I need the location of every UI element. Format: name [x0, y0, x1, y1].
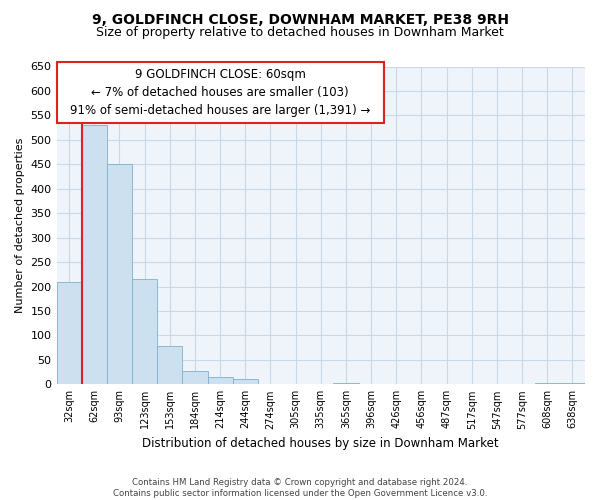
X-axis label: Distribution of detached houses by size in Downham Market: Distribution of detached houses by size …: [142, 437, 499, 450]
Text: 9 GOLDFINCH CLOSE: 60sqm
← 7% of detached houses are smaller (103)
91% of semi-d: 9 GOLDFINCH CLOSE: 60sqm ← 7% of detache…: [70, 68, 370, 116]
Bar: [208, 377, 233, 384]
Bar: [334, 383, 359, 384]
Y-axis label: Number of detached properties: Number of detached properties: [15, 138, 25, 313]
Bar: [56, 282, 82, 385]
Text: Contains HM Land Registry data © Crown copyright and database right 2024.
Contai: Contains HM Land Registry data © Crown c…: [113, 478, 487, 498]
Bar: [233, 380, 258, 384]
Bar: [182, 370, 208, 384]
Bar: [132, 279, 157, 384]
Bar: [157, 346, 182, 385]
Text: Size of property relative to detached houses in Downham Market: Size of property relative to detached ho…: [96, 26, 504, 39]
Bar: [82, 125, 107, 384]
Bar: [107, 164, 132, 384]
Text: 9, GOLDFINCH CLOSE, DOWNHAM MARKET, PE38 9RH: 9, GOLDFINCH CLOSE, DOWNHAM MARKET, PE38…: [91, 12, 509, 26]
